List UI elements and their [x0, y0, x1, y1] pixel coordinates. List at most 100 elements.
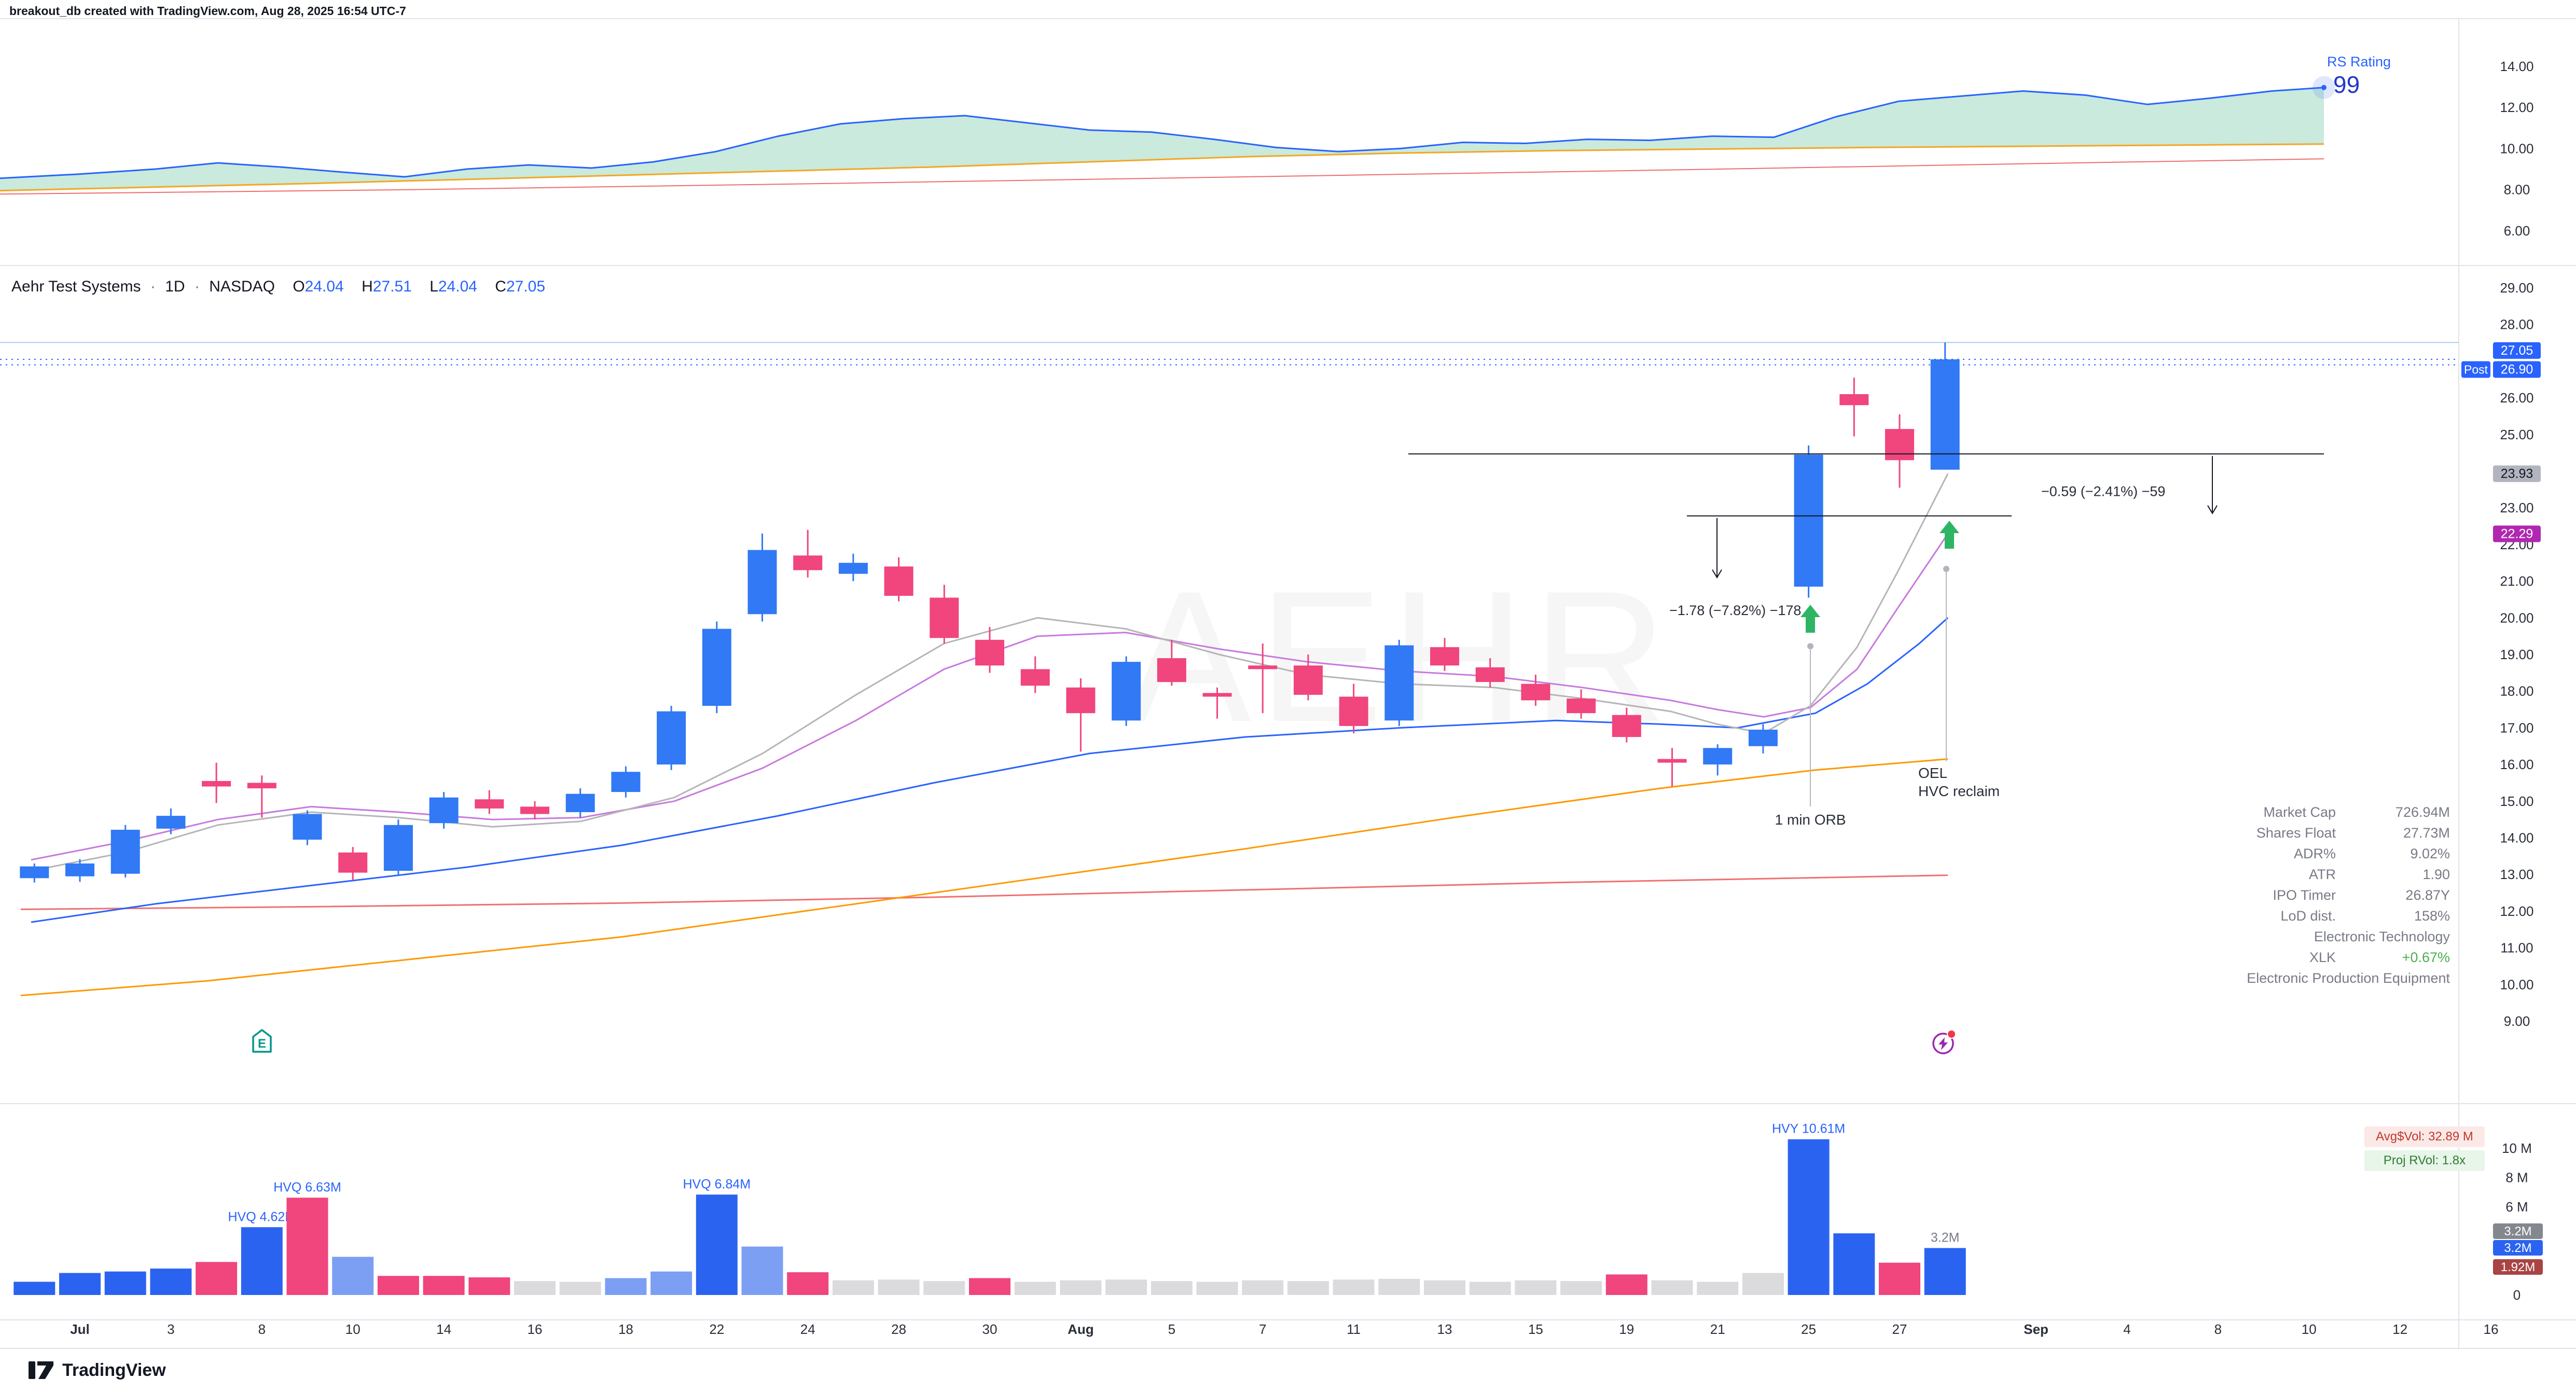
candle-Aug-11 — [1339, 684, 1368, 734]
time-axis-tick[interactable]: 30 — [982, 1321, 998, 1337]
time-axis[interactable]: Jul 3 8 10 14 16 18 22 24 28 30 Aug 5 7 11 13 15 19 21 25 27… — [70, 1321, 2498, 1337]
time-axis-tick[interactable]: Aug — [1068, 1321, 1094, 1337]
price-axis-tick[interactable]: 17.00 — [2500, 720, 2533, 735]
ma_blue — [31, 617, 1949, 923]
time-axis-tick[interactable]: 13 — [1437, 1321, 1452, 1337]
volume-bar — [1833, 1233, 1875, 1295]
price-axis-tick[interactable]: 16.00 — [2500, 757, 2533, 772]
price-axis-tick[interactable]: 29.00 — [2500, 280, 2533, 296]
time-axis-tick[interactable]: 18 — [618, 1321, 633, 1337]
volume-bar — [1697, 1281, 1739, 1295]
price-axis-tick[interactable]: 25.00 — [2500, 427, 2533, 442]
time-axis-tick[interactable]: 22 — [709, 1321, 724, 1337]
price-pane[interactable] — [0, 266, 2459, 1104]
time-axis-tick[interactable]: 25 — [1801, 1321, 1816, 1337]
fundamental-value: 27.73M — [2403, 825, 2450, 841]
fundamentals-row: Market Cap 726.94M — [2128, 802, 2450, 823]
price-axis-tick[interactable]: 20.00 — [2500, 610, 2533, 625]
separator-dot: · — [194, 278, 200, 295]
price-axis-tick[interactable]: 10.00 — [2500, 977, 2533, 992]
fundamentals-row: XLK +0.67% — [2128, 947, 2450, 968]
volume-bar — [1424, 1280, 1465, 1295]
rs-axis-tick[interactable]: 6.00 — [2504, 223, 2530, 239]
time-axis-tick[interactable]: 14 — [436, 1321, 451, 1337]
candle-Aug-26 — [1839, 378, 1869, 437]
symbol-bar[interactable]: Aehr Test Systems · 1D · NASDAQ O24.04 H… — [11, 278, 545, 296]
volume-bar — [1788, 1139, 1830, 1295]
price-axis-tick[interactable]: 18.00 — [2500, 684, 2533, 699]
time-axis-tick[interactable]: 16 — [2484, 1321, 2499, 1337]
price-axis-tick[interactable]: 19.00 — [2500, 647, 2533, 662]
candle-Jul-9 — [293, 810, 322, 845]
volume-bar — [332, 1257, 374, 1295]
price-axis-tick[interactable]: 26.00 — [2500, 390, 2533, 406]
volume-axis-tick[interactable]: 8 M — [2505, 1170, 2528, 1186]
time-axis-tick[interactable]: 12 — [2392, 1321, 2407, 1337]
volume-bar — [196, 1262, 238, 1295]
time-axis-tick[interactable]: 4 — [2123, 1321, 2130, 1337]
time-axis-tick[interactable]: Sep — [2024, 1321, 2048, 1337]
candle-Jul-22 — [702, 621, 731, 714]
ohlc-high: H27.51 — [362, 278, 412, 295]
time-axis-tick[interactable]: 16 — [528, 1321, 543, 1337]
time-axis-tick[interactable]: 3 — [167, 1321, 174, 1337]
time-axis-tick[interactable]: 19 — [1619, 1321, 1634, 1337]
rs-axis-tick[interactable]: 12.00 — [2500, 100, 2533, 115]
fundamental-label: LoD dist. — [2280, 908, 2336, 924]
volume-axis-tick[interactable]: 0 — [2513, 1287, 2520, 1303]
price-axis-tick[interactable]: 13.00 — [2500, 867, 2533, 882]
price-axis-tick[interactable]: 11.00 — [2500, 940, 2533, 956]
volume-bar — [377, 1276, 419, 1295]
rs-benchmark-orange-line — [0, 143, 2324, 192]
volume-bar — [241, 1227, 283, 1295]
event-label: HVC reclaim — [1918, 783, 2000, 799]
tradingview-footer[interactable]: TradingView — [28, 1359, 166, 1382]
volume-bar — [969, 1278, 1010, 1295]
volume-bar — [514, 1281, 556, 1295]
tradingview-wordmark: TradingView — [62, 1360, 166, 1380]
sector-label: Electronic Production Equipment — [2247, 970, 2450, 986]
price-axis-tick[interactable]: 21.00 — [2500, 574, 2533, 589]
time-axis-tick[interactable]: 5 — [1168, 1321, 1175, 1337]
rs-axis-tick[interactable]: 10.00 — [2500, 141, 2533, 156]
ohlc-close: C27.05 — [495, 278, 546, 295]
rs-axis-tick[interactable]: 14.00 — [2500, 59, 2533, 74]
symbol-name[interactable]: Aehr Test Systems — [11, 278, 141, 295]
volume-bar — [1651, 1280, 1693, 1295]
time-axis-tick[interactable]: 8 — [2214, 1321, 2222, 1337]
candle-Aug-21 — [1703, 744, 1733, 776]
time-axis-tick[interactable]: 10 — [345, 1321, 361, 1337]
candle-Jul-31 — [1020, 656, 1050, 693]
candle-Jul-11 — [383, 819, 413, 875]
price-axis-tick[interactable]: 14.00 — [2500, 830, 2533, 846]
time-axis-tick[interactable]: 8 — [258, 1321, 266, 1337]
price-axis-tick[interactable]: 15.00 — [2500, 793, 2533, 809]
time-axis-tick[interactable]: 24 — [800, 1321, 815, 1337]
time-axis-tick[interactable]: 11 — [1347, 1321, 1361, 1337]
time-axis-tick[interactable]: 10 — [2302, 1321, 2317, 1337]
time-axis-tick[interactable]: 15 — [1528, 1321, 1543, 1337]
time-axis-tick[interactable]: 21 — [1710, 1321, 1725, 1337]
candle-Jul-15 — [475, 790, 504, 814]
time-axis-tick[interactable]: 27 — [1892, 1321, 1907, 1337]
price-axis-tick[interactable]: 28.00 — [2500, 317, 2533, 332]
price-axis-tick[interactable]: 12.00 — [2500, 903, 2533, 919]
fundamentals-row: Electronic Production Equipment — [2128, 968, 2450, 988]
symbol-timeframe[interactable]: 1D — [165, 278, 185, 295]
price-axis-tick[interactable]: 9.00 — [2504, 1013, 2530, 1029]
price-axis-tick[interactable]: 23.00 — [2500, 500, 2533, 516]
volume-axis-tick[interactable]: 6 M — [2505, 1199, 2528, 1215]
time-axis-tick[interactable]: 7 — [1259, 1321, 1266, 1337]
earnings-icon[interactable]: E — [252, 1029, 272, 1053]
volume-bar-label: 3.2M — [1931, 1230, 1960, 1245]
volume-bar — [104, 1271, 146, 1295]
volume-bar — [1515, 1280, 1557, 1295]
volume-axis-tick[interactable]: 10 M — [2502, 1140, 2532, 1156]
rs-axis-tick[interactable]: 8.00 — [2504, 182, 2530, 198]
price-badge: 27.05 — [2501, 343, 2533, 358]
time-axis-tick[interactable]: Jul — [70, 1321, 90, 1337]
time-axis-tick[interactable]: 28 — [891, 1321, 906, 1337]
flash-event-icon[interactable] — [1932, 1029, 1956, 1054]
fundamental-value: 158% — [2414, 908, 2450, 924]
